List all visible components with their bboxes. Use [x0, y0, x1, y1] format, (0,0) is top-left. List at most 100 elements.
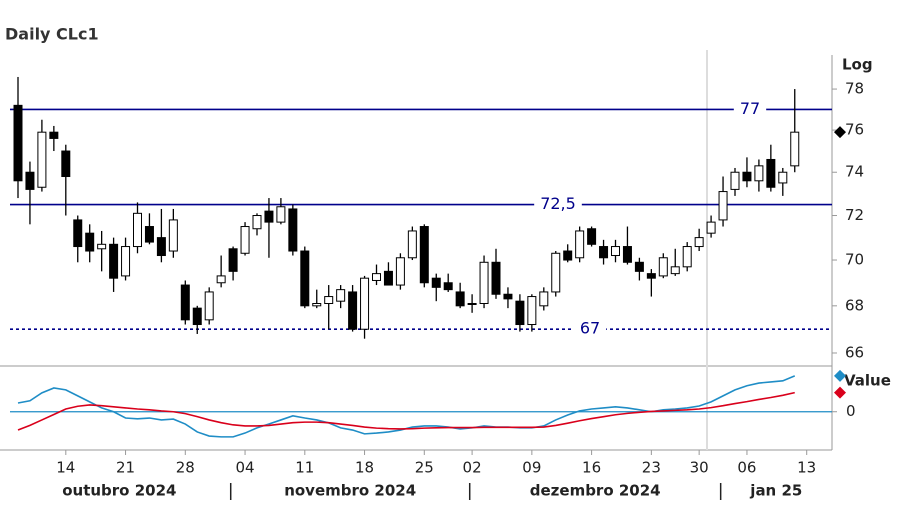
- candle-body: [551, 252, 561, 293]
- y-tick-label: 70: [845, 251, 864, 269]
- candle-body: [312, 303, 322, 307]
- candle-body: [13, 104, 23, 182]
- candle-body: [575, 230, 585, 259]
- candle-body: [73, 219, 83, 248]
- candle-body: [778, 171, 788, 184]
- candle-body: [527, 296, 537, 326]
- candle-body: [730, 171, 740, 190]
- candle-body: [121, 246, 131, 277]
- indicator-line: [17, 375, 796, 438]
- candle-body: [766, 158, 776, 188]
- candle-body: [455, 291, 465, 307]
- x-tick-label: 13: [797, 459, 816, 477]
- candle-body: [336, 289, 346, 302]
- candle-body: [180, 284, 190, 321]
- x-tick-label: 02: [463, 459, 482, 477]
- candle-body: [563, 250, 573, 261]
- y-tick-label: 0: [846, 402, 856, 420]
- candle-body: [264, 210, 274, 223]
- y-tick-label: 78: [845, 80, 864, 98]
- level-label: 72,5: [540, 194, 576, 213]
- candle-body: [168, 219, 178, 252]
- candle-body: [682, 246, 692, 268]
- month-label: dezembro 2024: [530, 482, 661, 500]
- chart-title: Daily CLc1: [5, 25, 99, 44]
- candle-body: [133, 212, 142, 248]
- candle-body: [539, 291, 549, 307]
- candle-body: [204, 291, 214, 321]
- level-label-bg: [534, 194, 582, 214]
- candle-body: [216, 275, 226, 284]
- candle-body: [443, 282, 453, 291]
- candle-body: [742, 171, 752, 182]
- candle-body: [515, 300, 525, 326]
- candle-body: [97, 243, 107, 250]
- candle-body: [706, 221, 716, 234]
- candle-body: [694, 237, 704, 248]
- candle-body: [431, 277, 441, 288]
- candle-body: [192, 307, 202, 326]
- last-value-marker: [834, 386, 846, 399]
- candle-body: [790, 131, 800, 167]
- last-price-marker: [834, 126, 846, 139]
- candle-body: [276, 206, 286, 223]
- y-tick-label: 76: [845, 121, 864, 139]
- candle-body: [599, 246, 609, 259]
- candle-body: [228, 248, 238, 272]
- y-tick-label: 72: [845, 206, 864, 224]
- candle-body: [467, 303, 477, 306]
- candle-body: [49, 131, 59, 139]
- candle-body: [587, 228, 597, 245]
- candle-body: [646, 273, 656, 279]
- x-tick-label: 09: [522, 459, 541, 477]
- candle-body: [85, 232, 95, 252]
- indicator-line: [17, 391, 795, 431]
- x-tick-label: 28: [176, 459, 195, 477]
- candle-body: [491, 261, 501, 295]
- candle-body: [348, 291, 358, 330]
- candle-body: [372, 273, 381, 281]
- candle-body: [300, 250, 310, 307]
- x-tick-label: 21: [116, 459, 135, 477]
- y-tick-label: 74: [845, 163, 864, 181]
- level-label: 67: [580, 319, 600, 338]
- candle-body: [479, 261, 489, 305]
- candle-body: [634, 261, 644, 272]
- level-label: 77: [740, 99, 760, 118]
- x-tick-label: 30: [690, 459, 709, 477]
- candle-body: [754, 165, 764, 182]
- y-tick-label: 66: [845, 343, 864, 361]
- candle-body: [324, 296, 334, 305]
- indicator-label: Value: [844, 372, 891, 390]
- x-tick-label: 14: [56, 459, 75, 477]
- x-tick-label: 18: [355, 459, 374, 477]
- x-tick-label: 11: [295, 459, 314, 477]
- month-label: novembro 2024: [284, 482, 416, 500]
- x-tick-label: 04: [236, 459, 255, 477]
- y-tick-label: 68: [845, 296, 864, 314]
- candle-body: [718, 191, 728, 221]
- level-label-bg: [573, 318, 607, 338]
- candle-body: [288, 208, 298, 252]
- month-label: outubro 2024: [62, 482, 176, 500]
- candle-body: [503, 293, 513, 300]
- candle-body: [156, 237, 166, 257]
- month-label: jan 25: [749, 482, 802, 500]
- candle-body: [252, 215, 262, 230]
- candle-body: [622, 246, 632, 263]
- x-tick-label: 25: [415, 459, 434, 477]
- candle-body: [109, 243, 119, 279]
- candle-body: [61, 150, 71, 178]
- candle-body: [407, 230, 417, 259]
- level-label-bg: [733, 98, 767, 118]
- candle-body: [37, 131, 47, 188]
- candle-body: [670, 266, 680, 275]
- candle-body: [383, 270, 393, 286]
- x-tick-label: 06: [737, 459, 756, 477]
- candle-body: [144, 226, 154, 243]
- candle-body: [419, 226, 429, 284]
- last-value-marker: [834, 369, 846, 382]
- candle-body: [25, 171, 35, 190]
- candle-body: [395, 257, 405, 286]
